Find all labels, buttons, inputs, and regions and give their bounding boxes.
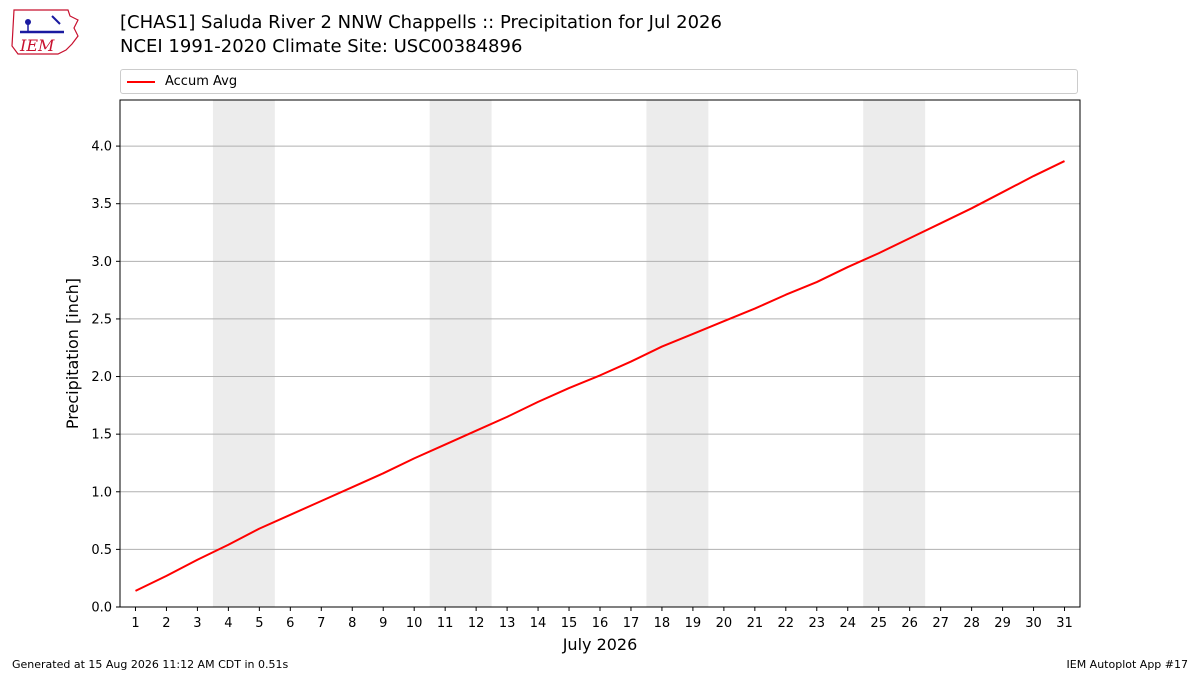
x-tick-label: 28 [963, 616, 980, 631]
generated-timestamp: Generated at 15 Aug 2026 11:12 AM CDT in… [12, 658, 289, 671]
legend-label-accum-avg: Accum Avg [165, 74, 238, 89]
x-tick-label: 7 [317, 616, 325, 631]
x-tick-label: 5 [255, 616, 263, 631]
y-axis-label: Precipitation [inch] [63, 278, 82, 429]
chart-subtitle: NCEI 1991-2020 Climate Site: USC00384896 [120, 36, 523, 57]
y-tick-label: 2.0 [91, 370, 112, 385]
x-axis-label: July 2026 [562, 635, 638, 654]
logo-text: IEM [19, 36, 55, 55]
x-tick-label: 10 [406, 616, 423, 631]
x-tick-label: 12 [468, 616, 485, 631]
iem-logo: IEM [11, 9, 79, 55]
x-tick-label: 2 [162, 616, 170, 631]
x-tick-label: 31 [1056, 616, 1073, 631]
x-tick-label: 26 [901, 616, 918, 631]
app-credit: IEM Autoplot App #17 [1066, 658, 1189, 671]
chart-title: [CHAS1] Saluda River 2 NNW Chappells :: … [120, 12, 722, 33]
x-tick-label: 3 [193, 616, 201, 631]
x-tick-label: 1 [131, 616, 139, 631]
y-tick-label: 0.0 [91, 601, 112, 616]
x-tick-label: 29 [994, 616, 1011, 631]
x-tick-label: 27 [932, 616, 949, 631]
x-tick-label: 30 [1025, 616, 1042, 631]
y-tick-label: 0.5 [91, 543, 112, 558]
weekend-band [863, 100, 926, 607]
x-tick-label: 20 [716, 616, 733, 631]
iowa-outline-icon [11, 9, 79, 55]
x-tick-label: 18 [654, 616, 671, 631]
x-tick-label: 4 [224, 616, 232, 631]
x-tick-label: 15 [561, 616, 578, 631]
y-tick-label: 4.0 [91, 140, 112, 155]
y-tick-label: 3.0 [91, 255, 112, 270]
x-tick-label: 17 [623, 616, 640, 631]
y-tick-label: 1.0 [91, 485, 112, 500]
x-tick-label: 24 [839, 616, 856, 631]
plot-frame [119, 99, 1081, 608]
legend: Accum Avg [120, 69, 1078, 94]
x-tick-label: 23 [809, 616, 826, 631]
x-tick-label: 22 [778, 616, 795, 631]
x-tick-label: 16 [592, 616, 609, 631]
weekend-band [212, 100, 275, 607]
x-tick-label: 8 [348, 616, 356, 631]
x-tick-label: 25 [870, 616, 887, 631]
x-tick-label: 6 [286, 616, 294, 631]
y-tick-label: 1.5 [91, 428, 112, 443]
x-tick-label: 11 [437, 616, 454, 631]
weekend-band [429, 100, 492, 607]
x-tick-label: 19 [685, 616, 702, 631]
x-tick-label: 13 [499, 616, 516, 631]
weekend-band [646, 100, 709, 607]
x-tick-label: 14 [530, 616, 547, 631]
y-tick-label: 3.5 [91, 197, 112, 212]
x-tick-label: 21 [747, 616, 764, 631]
legend-swatch-accum-avg [127, 81, 155, 83]
y-tick-label: 2.5 [91, 312, 112, 327]
series-line-accum-avg [135, 160, 1065, 592]
x-tick-label: 9 [379, 616, 387, 631]
